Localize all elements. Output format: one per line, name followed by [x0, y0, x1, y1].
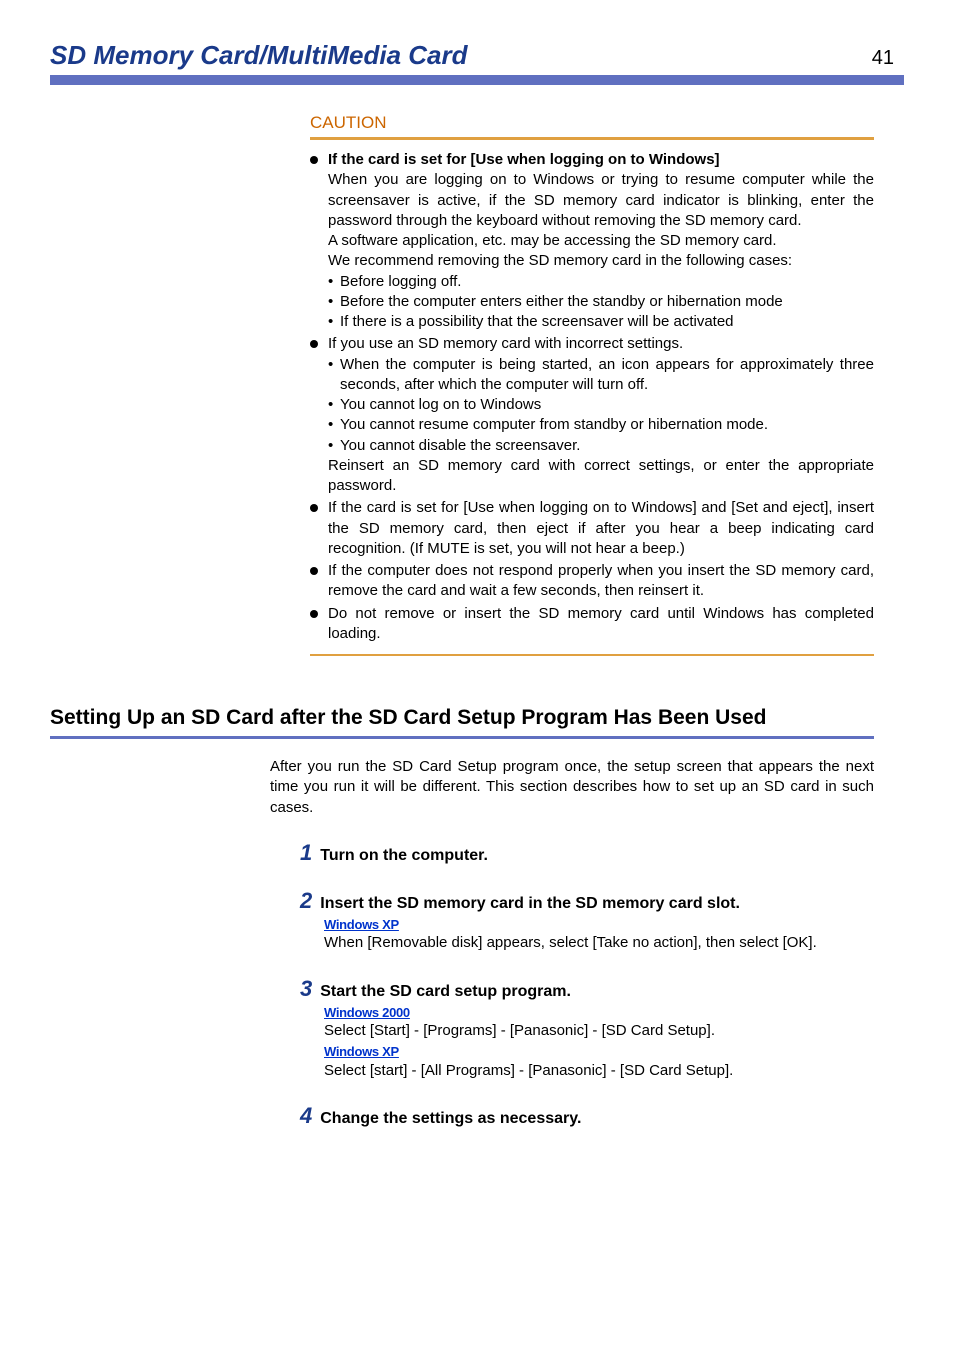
caution-item-text: When you are logging on to Windows or tr… — [328, 170, 874, 231]
step-title: Turn on the computer. — [320, 847, 488, 865]
step-body: Windows XP When [Removable disk] appears… — [300, 916, 874, 954]
caution-item-after: Reinsert an SD memory card with correct … — [328, 456, 874, 497]
step-number: 2 — [300, 888, 312, 914]
caution-subitem: If there is a possibility that the scree… — [328, 312, 874, 332]
step-number: 3 — [300, 976, 312, 1002]
caution-subitem: You cannot resume computer from standby … — [328, 415, 874, 435]
page-number: 41 — [872, 47, 894, 70]
caution-item: If the card is set for [Use when logging… — [310, 498, 874, 559]
caution-subitem: You cannot log on to Windows — [328, 395, 874, 415]
step-number: 4 — [300, 1103, 312, 1129]
caution-subitem: When the computer is being started, an i… — [328, 355, 874, 396]
step-title: Change the settings as necessary. — [320, 1110, 581, 1128]
caution-subitem: Before the computer enters either the st… — [328, 292, 874, 312]
step-head: 3 Start the SD card setup program. — [300, 976, 874, 1002]
caution-sublist: Before logging off. Before the computer … — [328, 272, 874, 333]
caution-item-text: We recommend removing the SD memory card… — [328, 251, 874, 271]
caution-item: If the computer does not respond properl… — [310, 561, 874, 602]
caution-label: CAUTION — [310, 113, 874, 133]
caution-item-text: A software application, etc. may be acce… — [328, 231, 874, 251]
step: 3 Start the SD card setup program. Windo… — [300, 976, 874, 1082]
step-title: Start the SD card setup program. — [320, 983, 571, 1001]
caution-rule-top — [310, 137, 874, 140]
caution-item-lead: Do not remove or insert the SD memory ca… — [328, 605, 874, 642]
content-area: CAUTION If the card is set for [Use when… — [0, 113, 954, 1129]
header-rule — [50, 75, 904, 85]
caution-item-lead: If you use an SD memory card with incorr… — [328, 335, 683, 352]
caution-sublist: When the computer is being started, an i… — [328, 355, 874, 456]
step: 2 Insert the SD memory card in the SD me… — [300, 888, 874, 954]
section-intro: After you run the SD Card Setup program … — [270, 757, 874, 818]
os-label: Windows XP — [324, 1043, 874, 1061]
step-number: 1 — [300, 840, 312, 866]
step-head: 2 Insert the SD memory card in the SD me… — [300, 888, 874, 914]
step: 1 Turn on the computer. — [300, 840, 874, 866]
step-text: When [Removable disk] appears, select [T… — [324, 934, 817, 951]
step-head: 1 Turn on the computer. — [300, 840, 874, 866]
caution-list: If the card is set for [Use when logging… — [310, 150, 874, 644]
caution-item-lead: If the card is set for [Use when logging… — [328, 499, 874, 557]
section-rule — [50, 736, 874, 739]
caution-item: If you use an SD memory card with incorr… — [310, 334, 874, 496]
step-title: Insert the SD memory card in the SD memo… — [320, 895, 740, 913]
caution-rule-bottom — [310, 654, 874, 656]
caution-item: Do not remove or insert the SD memory ca… — [310, 604, 874, 645]
caution-subitem: You cannot disable the screensaver. — [328, 436, 874, 456]
caution-item-lead: If the card is set for [Use when logging… — [328, 151, 720, 168]
step-body: Windows 2000 Select [Start] - [Programs]… — [300, 1004, 874, 1082]
caution-item-lead: If the computer does not respond properl… — [328, 562, 874, 599]
caution-subitem: Before logging off. — [328, 272, 874, 292]
step: 4 Change the settings as necessary. — [300, 1103, 874, 1129]
step-head: 4 Change the settings as necessary. — [300, 1103, 874, 1129]
caution-block: CAUTION If the card is set for [Use when… — [310, 113, 874, 656]
page-header: SD Memory Card/MultiMedia Card 41 — [0, 0, 954, 75]
step-text: Select [Start] - [Programs] - [Panasonic… — [324, 1022, 715, 1039]
os-label: Windows 2000 — [324, 1004, 874, 1022]
page-title: SD Memory Card/MultiMedia Card — [50, 40, 468, 71]
step-text: Select [start] - [All Programs] - [Panas… — [324, 1062, 733, 1079]
caution-item: If the card is set for [Use when logging… — [310, 150, 874, 332]
section-heading: Setting Up an SD Card after the SD Card … — [50, 706, 874, 730]
steps-list: 1 Turn on the computer. 2 Insert the SD … — [300, 840, 874, 1129]
os-label: Windows XP — [324, 916, 874, 934]
